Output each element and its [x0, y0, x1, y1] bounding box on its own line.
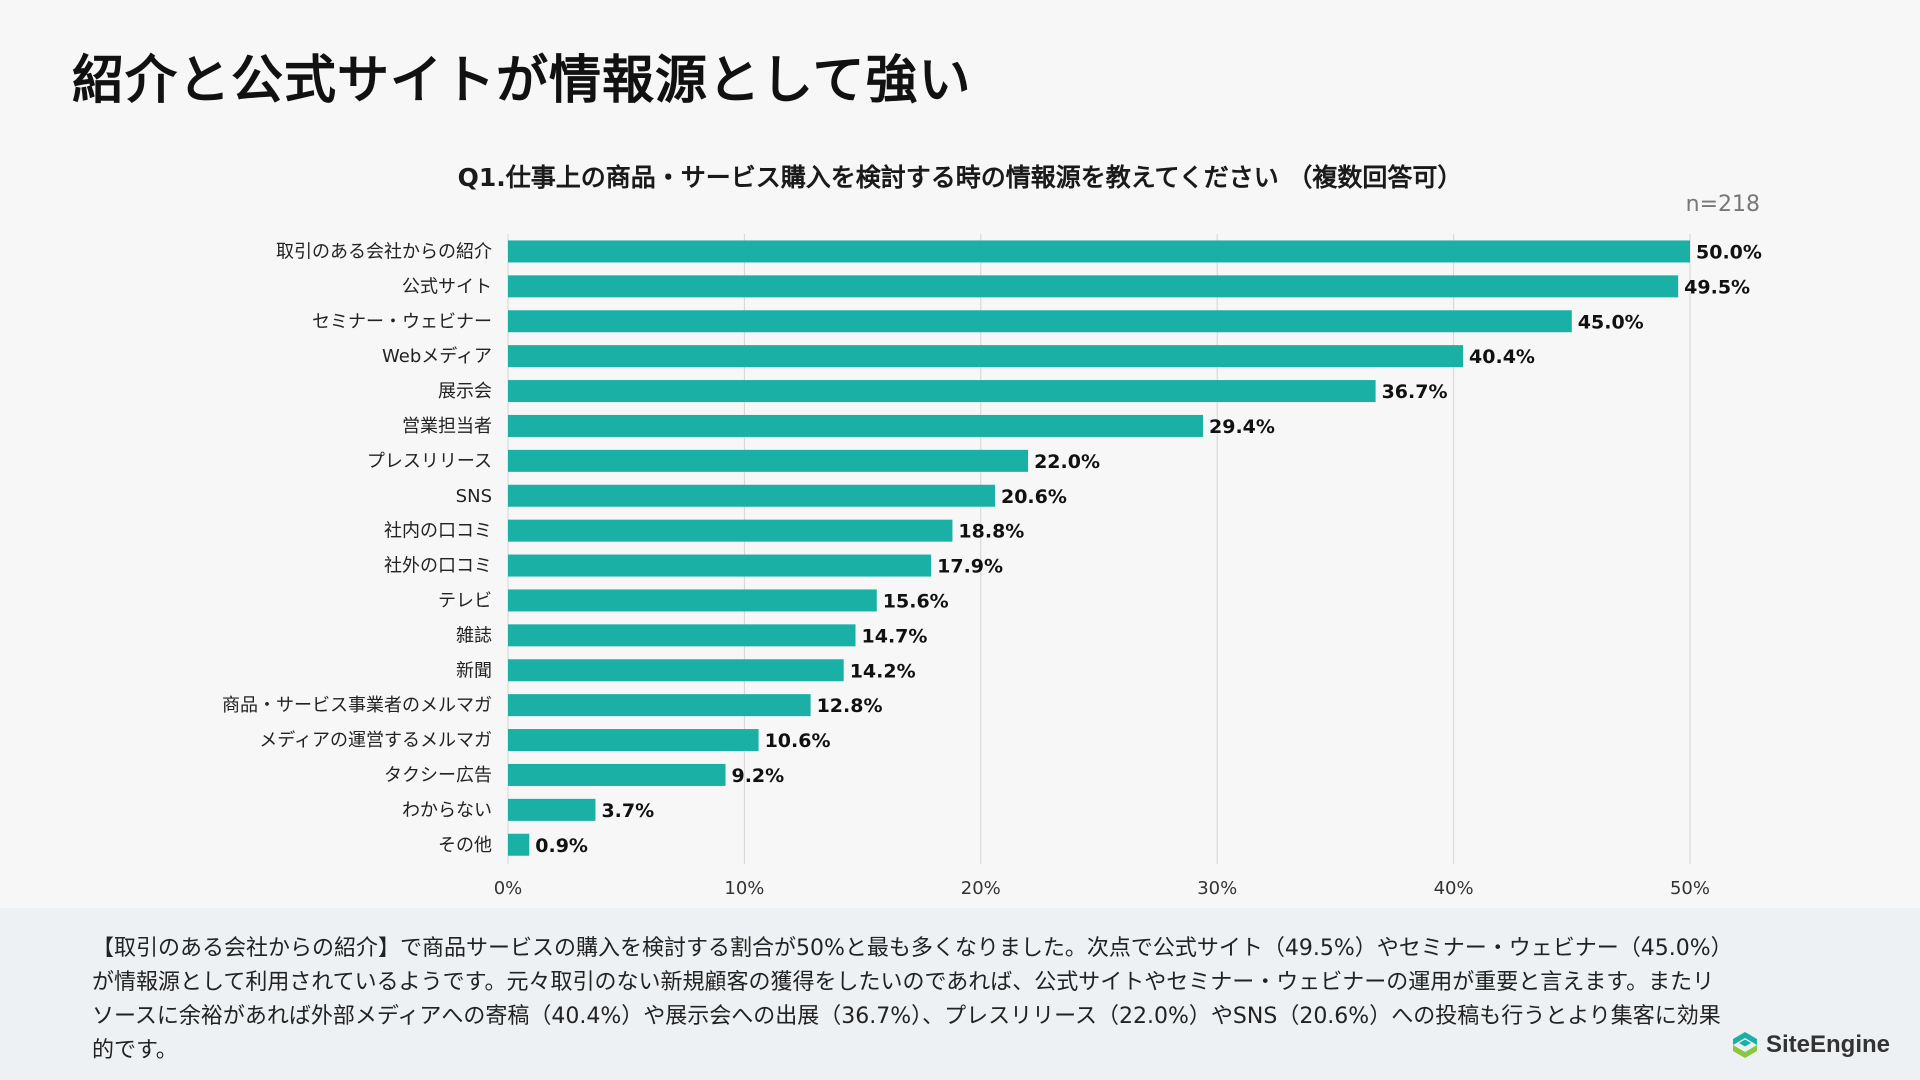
category-label: 営業担当者: [402, 416, 492, 437]
value-label: 17.9%: [937, 556, 1003, 578]
x-tick-label: 40%: [1434, 878, 1474, 899]
x-tick-label: 20%: [961, 878, 1001, 899]
bar: [508, 449, 1029, 472]
category-label: 社外の口コミ: [384, 556, 492, 577]
bar: [508, 624, 856, 647]
value-label: 14.7%: [862, 625, 928, 647]
slide-title: 紹介と公式サイトが情報源として強い: [72, 51, 972, 111]
bar: [508, 345, 1464, 368]
category-label: その他: [438, 835, 492, 856]
summary-text: 【取引のある会社からの紹介】で商品サービスの購入を検討する割合が50%と最も多く…: [92, 936, 1722, 1063]
value-label: 10.6%: [765, 730, 831, 752]
category-label: 展示会: [438, 381, 492, 402]
category-label: 雑誌: [456, 625, 492, 646]
value-label: 15.6%: [883, 590, 949, 612]
category-label: 公式サイト: [402, 276, 492, 297]
bar-chart: 0% 10% 20% 30% 40% 50% 取引のある会社からの紹介 50.0% 公式サイト 4…: [222, 234, 1762, 899]
logo-text: SiteEngine: [1765, 1031, 1890, 1058]
category-label: メディアの運営するメルマガ: [259, 730, 492, 751]
x-tick-label: 0%: [494, 878, 523, 899]
value-label: 45.0%: [1578, 311, 1644, 333]
value-label: 49.5%: [1684, 276, 1750, 298]
value-label: 50.0%: [1696, 241, 1762, 263]
bar: [508, 484, 995, 507]
category-label: セミナー・ウェビナー: [312, 311, 492, 332]
value-label: 3.7%: [601, 800, 654, 822]
category-label: 商品・サービス事業者のメルマガ: [222, 695, 492, 716]
x-tick-label: 50%: [1670, 878, 1710, 899]
site-engine-logo: SiteEngine: [1730, 1030, 1890, 1060]
category-label: テレビ: [438, 590, 492, 611]
bar: [508, 414, 1204, 437]
category-label: SNS: [456, 486, 492, 507]
category-label: 取引のある会社からの紹介: [276, 241, 492, 262]
x-tick-label: 30%: [1197, 878, 1237, 899]
value-label: 14.2%: [850, 660, 916, 682]
bar: [508, 519, 953, 542]
category-label: タクシー広告: [384, 765, 492, 786]
value-label: 12.8%: [817, 695, 883, 717]
bar: [508, 798, 596, 821]
value-label: 9.2%: [731, 765, 784, 787]
bar: [508, 380, 1376, 403]
bar: [508, 659, 844, 682]
value-label: 0.9%: [535, 835, 588, 857]
x-tick-label: 10%: [724, 878, 764, 899]
sample-size-label: n=218: [1685, 192, 1760, 217]
category-label: 新聞: [456, 660, 492, 681]
category-label: プレスリリース: [367, 451, 492, 472]
bar: [508, 729, 759, 752]
bar: [508, 310, 1572, 333]
value-label: 29.4%: [1209, 416, 1275, 438]
category-label: Webメディア: [382, 346, 492, 367]
site-engine-logo-icon: [1732, 1032, 1757, 1058]
bar: [508, 589, 877, 612]
category-label: わからない: [402, 800, 492, 821]
chart-title: Q1.仕事上の商品・サービス購入を検討する時の情報源を教えてください （複数回答…: [457, 163, 1463, 192]
bar: [508, 763, 726, 786]
category-label: 社内の口コミ: [384, 521, 492, 542]
bar: [508, 694, 811, 717]
footer-panel: [0, 908, 1920, 1080]
value-label: 22.0%: [1034, 451, 1100, 473]
bar: [508, 240, 1690, 263]
value-label: 40.4%: [1469, 346, 1535, 368]
value-label: 20.6%: [1001, 486, 1067, 508]
bar: [508, 554, 932, 577]
value-label: 36.7%: [1382, 381, 1448, 403]
value-label: 18.8%: [958, 521, 1024, 543]
bar: [508, 833, 530, 856]
bar: [508, 275, 1679, 298]
